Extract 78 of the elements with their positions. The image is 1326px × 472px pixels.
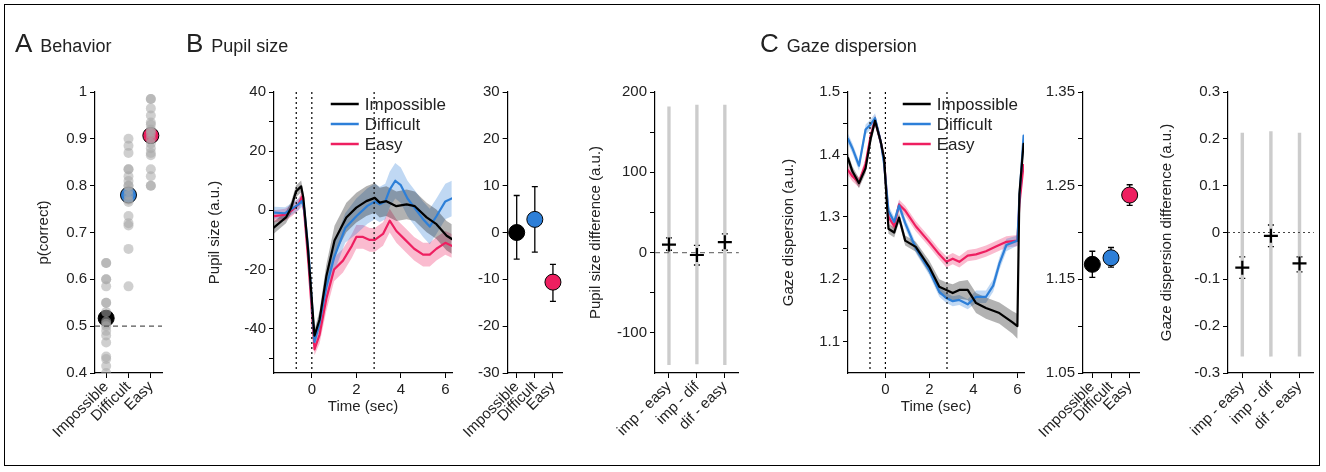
y-tick-label: -20	[477, 316, 500, 334]
chart-title: Gaze dispersion	[786, 36, 917, 56]
y-tick-label: -40	[244, 318, 266, 336]
x-axis-title: Time (sec)	[900, 397, 972, 415]
legend-label: Impossible	[364, 94, 447, 114]
point	[508, 224, 526, 241]
point	[1102, 249, 1120, 267]
y-tick-label: 0.7	[66, 222, 87, 240]
y-axis-title: Pupil size (a.u.)	[205, 180, 223, 285]
y-axis-title: Gaze dispersion difference (a.u.)	[1157, 123, 1175, 342]
chart-title: Pupil size	[211, 36, 289, 56]
y-tick-label: 30	[482, 82, 500, 100]
y-tick-label: 0	[257, 200, 266, 218]
y-tick-label: 1.3	[819, 207, 840, 225]
text: C	[760, 28, 779, 58]
y-tick-label: 10	[482, 175, 500, 193]
y-tick-label: 0.4	[66, 363, 87, 381]
x-tick-label: 0	[307, 380, 316, 398]
x-tick-label: 4	[969, 380, 978, 398]
x-tick-label: 6	[1013, 380, 1022, 398]
y-tick-label: 0	[638, 242, 647, 260]
legend-label: Difficult	[936, 114, 993, 134]
y-tick-label: 1	[78, 82, 87, 100]
chart-title: Behavior	[40, 36, 112, 56]
y-tick-label: 0.9	[66, 128, 87, 146]
y-tick-label: -20	[244, 259, 266, 277]
point	[1262, 227, 1279, 244]
x-tick-label: 0	[881, 380, 890, 398]
y-tick-label: 200	[621, 82, 647, 100]
legend-label: Difficult	[364, 114, 421, 134]
x-tick-label: 2	[352, 380, 361, 398]
point	[544, 273, 562, 291]
point	[1291, 255, 1308, 272]
y-axis-title: Pupil size difference (a.u.)	[586, 145, 604, 320]
y-tick-label: 0.2	[1199, 128, 1220, 146]
y-tick-label: 1.2	[819, 269, 840, 287]
text: A	[15, 28, 33, 58]
point	[660, 236, 678, 253]
y-tick-label: 0	[491, 222, 500, 240]
y-tick-label: 1.1	[819, 331, 840, 349]
y-tick-label: -100	[616, 323, 647, 340]
point	[526, 210, 544, 228]
x-tick-label: 4	[396, 380, 405, 398]
legend-label: Impossible	[936, 94, 1019, 114]
point	[1121, 186, 1139, 204]
point	[716, 234, 733, 251]
y-tick-label: 0.6	[66, 269, 87, 287]
y-tick-label: 0	[1211, 222, 1220, 240]
y-tick-label: 0.8	[66, 175, 87, 193]
legend-label: Easy	[936, 134, 976, 154]
y-tick-label: 1.5	[819, 82, 840, 100]
x-tick-label: 6	[441, 380, 450, 398]
x-axis-title: Time (sec)	[327, 397, 399, 415]
point	[688, 246, 705, 264]
legend-label: Easy	[364, 134, 404, 154]
y-tick-label: 0.5	[66, 316, 87, 334]
y-axis-title: Gaze dispersion (a.u.)	[779, 158, 797, 307]
text: B	[186, 28, 204, 58]
y-axis-title: p(correct)	[34, 200, 52, 265]
y-tick-label: -30	[477, 363, 500, 381]
y-tick-label: -0.3	[1194, 363, 1220, 381]
y-tick-label: -0.1	[1194, 269, 1220, 287]
y-tick-label: 100	[621, 162, 647, 180]
y-tick-label: -0.2	[1194, 316, 1220, 334]
x-tick-label: 2	[925, 380, 934, 398]
y-tick-label: 0.1	[1199, 175, 1220, 193]
y-tick-label: 1.4	[819, 144, 840, 162]
y-tick-label: 20	[482, 128, 500, 146]
y-tick-label: 1.35	[1045, 82, 1075, 100]
y-tick-label: -10	[477, 269, 500, 287]
point	[1234, 259, 1251, 276]
y-tick-label: 40	[249, 82, 266, 100]
y-tick-label: 20	[249, 141, 266, 159]
y-tick-label: 1.05	[1045, 363, 1075, 381]
point	[1083, 255, 1101, 273]
y-tick-label: 1.25	[1045, 175, 1075, 193]
y-tick-label: 1.15	[1045, 269, 1075, 287]
y-tick-label: 0.3	[1199, 82, 1220, 100]
